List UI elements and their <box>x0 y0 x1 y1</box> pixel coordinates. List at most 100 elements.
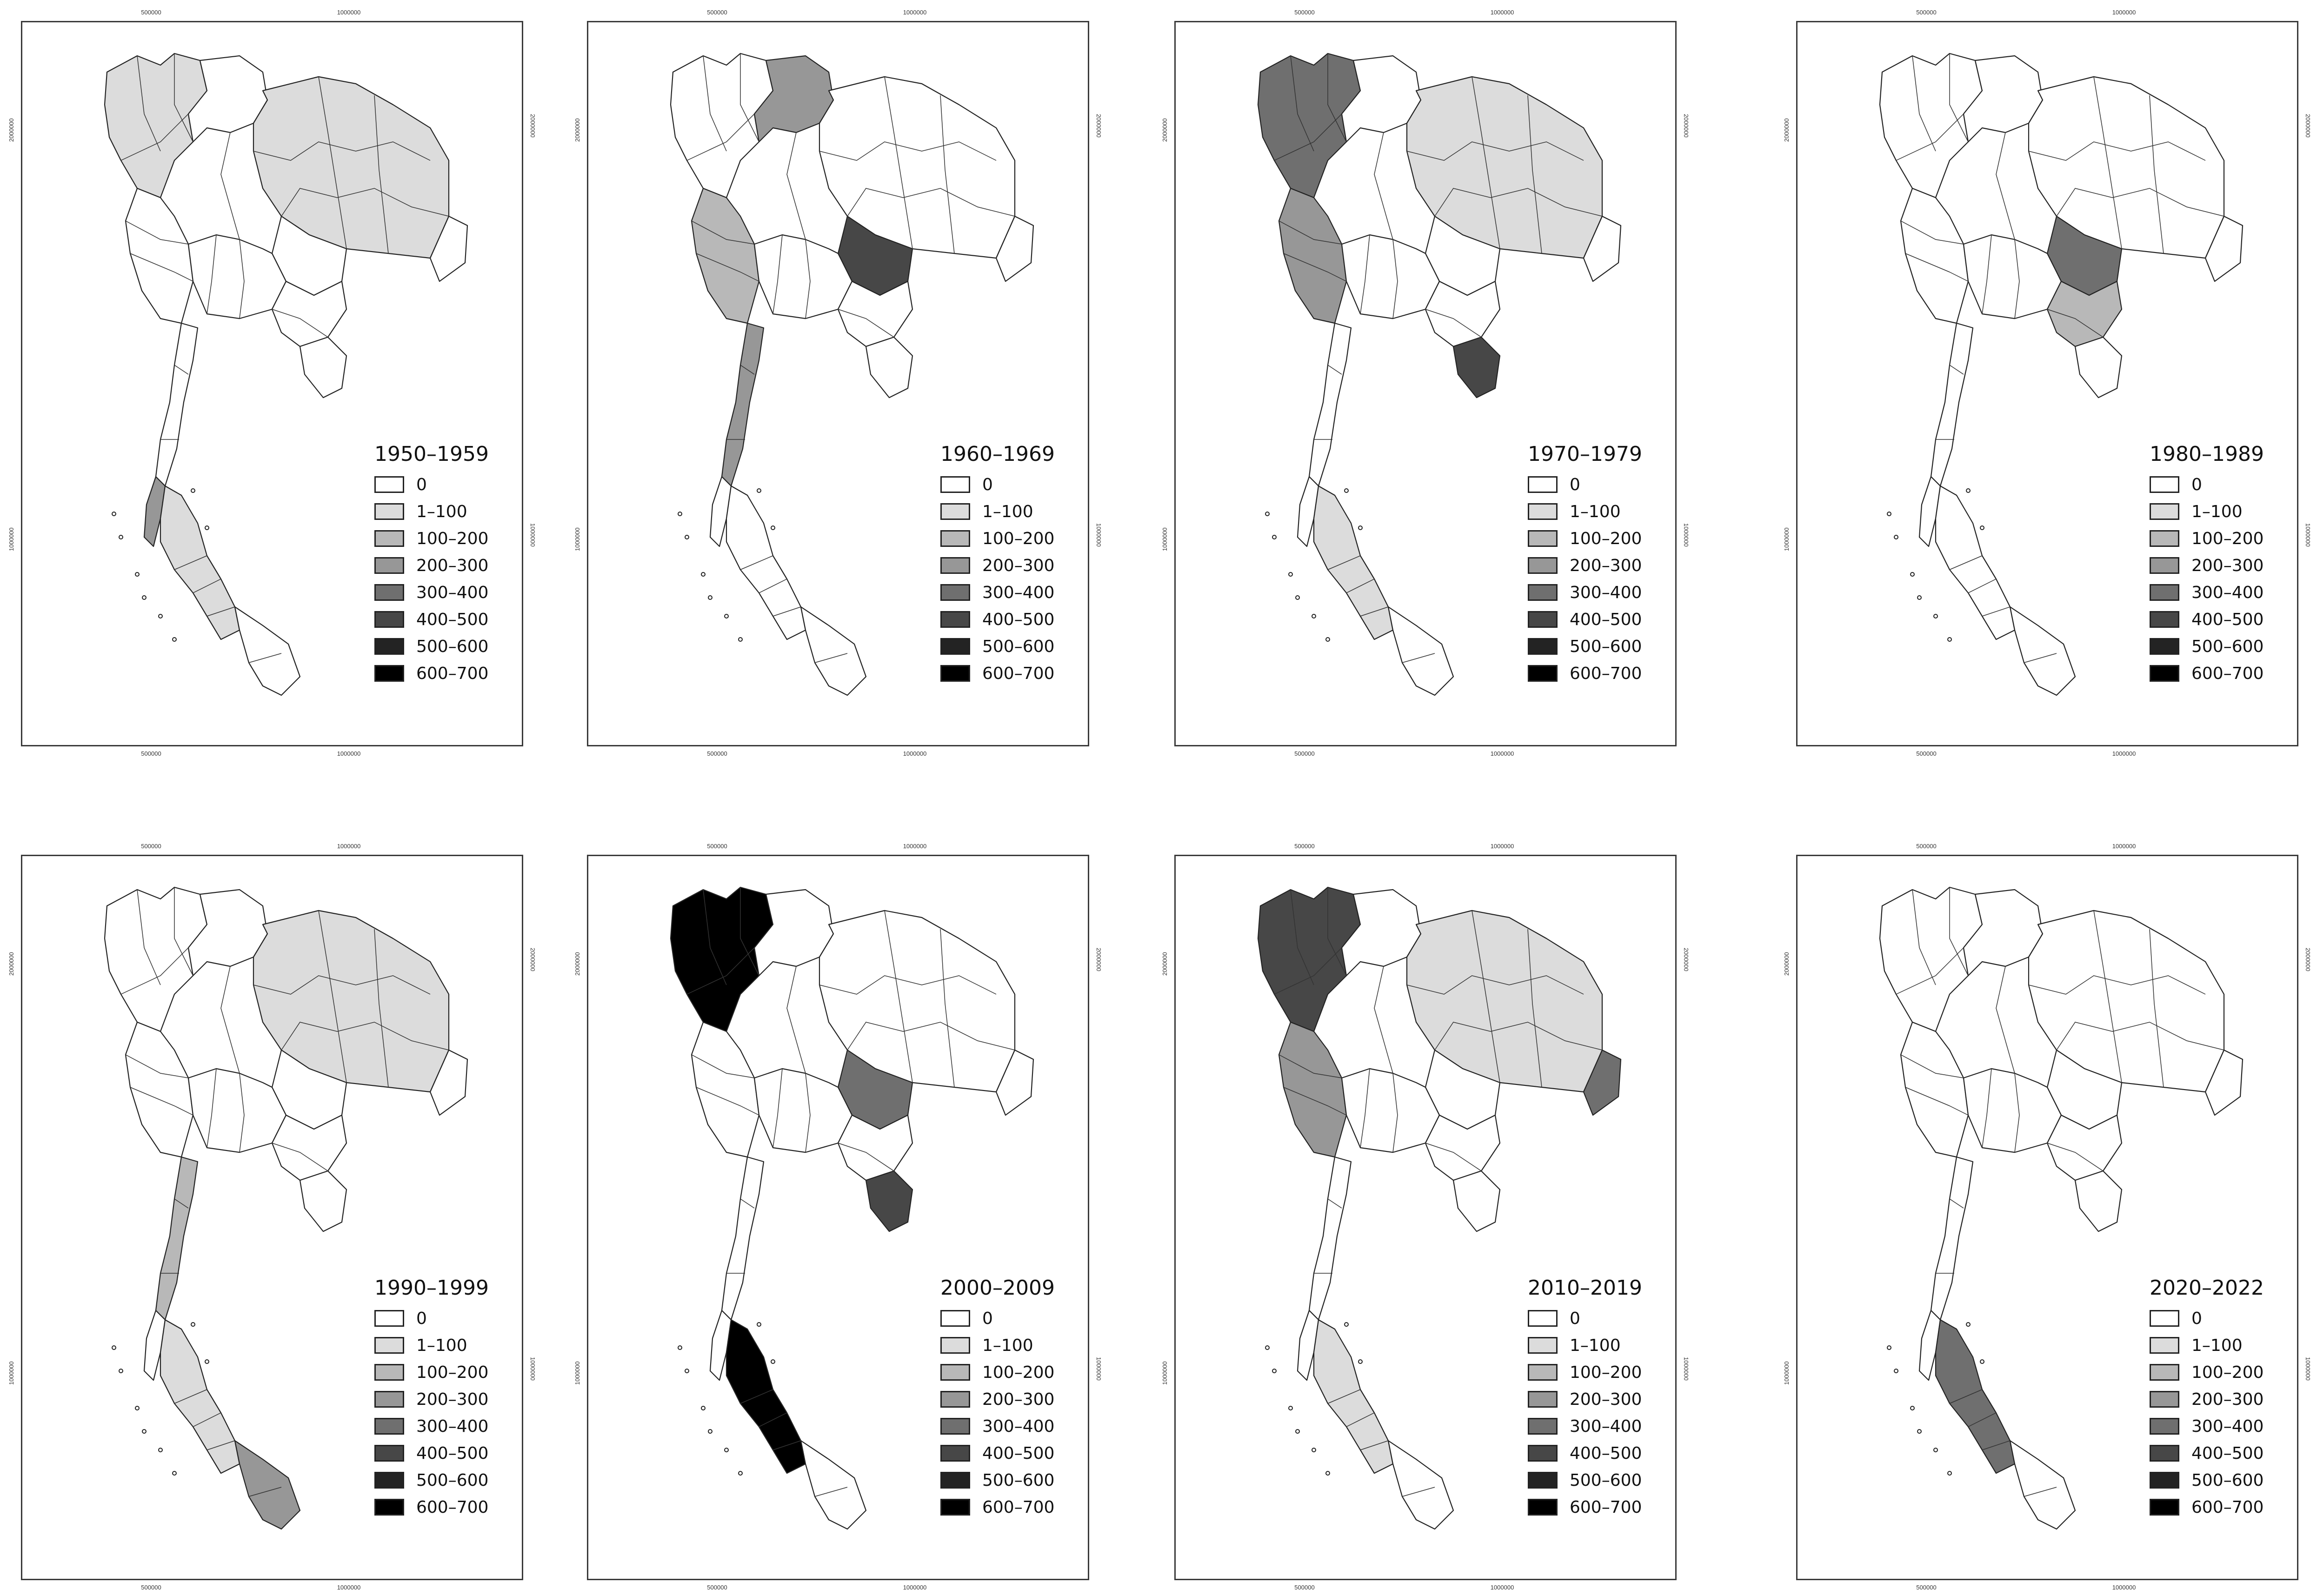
legend-swatch <box>2150 638 2179 655</box>
thailand-province-map <box>1879 886 2244 1530</box>
province-boundary <box>1327 887 1347 976</box>
province-boundary <box>838 309 894 338</box>
province-boundary <box>1283 1087 1347 1116</box>
bottom-tick-label: 1000000 <box>337 750 361 757</box>
legend-swatch <box>1528 1499 1558 1516</box>
island <box>1966 488 1971 493</box>
region-far-east <box>1583 215 1622 282</box>
legend-label: 200–300 <box>2191 1390 2264 1409</box>
island <box>142 595 146 600</box>
island <box>1894 1369 1898 1373</box>
left-tick-label: 2000000 <box>574 952 581 976</box>
right-tick-label: 2000000 <box>529 948 536 971</box>
island <box>771 525 775 530</box>
legend-swatch <box>1528 557 1558 574</box>
province-boundary <box>740 365 755 375</box>
legend-swatch <box>940 557 970 574</box>
province-boundary <box>696 1087 759 1116</box>
island <box>1325 1471 1330 1476</box>
legend-swatch <box>2150 530 2179 547</box>
legend-item: 500–600 <box>374 1467 514 1494</box>
island <box>1288 1406 1293 1410</box>
legend-item: 400–500 <box>940 606 1080 633</box>
region-far-east <box>2204 215 2244 282</box>
left-tick-label: 2000000 <box>1161 118 1168 142</box>
bottom-tick-label: 500000 <box>1294 1584 1315 1591</box>
legend-label: 600–700 <box>2191 664 2264 683</box>
top-tick-label: 500000 <box>1916 843 1937 850</box>
province-boundary <box>206 606 235 617</box>
region-isthmus <box>1930 1156 1974 1321</box>
province-boundary <box>281 188 449 217</box>
legend-label: 400–500 <box>1570 1443 1642 1463</box>
province-boundary <box>1471 910 1500 1083</box>
legend-swatch <box>374 1391 404 1408</box>
legend-label: 400–500 <box>982 1443 1055 1463</box>
island <box>1917 595 1922 600</box>
island <box>1312 614 1316 618</box>
island <box>685 535 689 539</box>
right-tick-label: 2000000 <box>2304 114 2311 138</box>
bottom-tick-label: 500000 <box>141 750 161 757</box>
province-boundary <box>1406 975 1584 995</box>
island <box>205 1359 209 1364</box>
legend-item: 300–400 <box>940 1413 1080 1440</box>
province-boundary <box>1283 253 1347 282</box>
island <box>1265 512 1270 516</box>
region-east-coast <box>2074 1170 2123 1232</box>
island <box>158 1448 163 1452</box>
legend-label: 100–200 <box>2191 529 2264 548</box>
legend-item: 100–200 <box>2150 1359 2289 1386</box>
island <box>1933 614 1938 618</box>
right-tick-label: 2000000 <box>529 114 536 138</box>
island <box>1887 1345 1891 1350</box>
island <box>1344 488 1349 493</box>
province-boundary <box>1471 76 1500 249</box>
legend-swatch <box>940 476 970 493</box>
legend-swatch <box>940 1364 970 1381</box>
province-boundary <box>1327 53 1347 142</box>
left-tick-label: 1000000 <box>1783 1361 1790 1385</box>
region-east <box>1425 280 1501 347</box>
legend-swatch <box>374 1499 404 1516</box>
province-boundary <box>1290 55 1314 152</box>
legend-swatch <box>2150 1391 2179 1408</box>
region-central <box>753 1068 853 1153</box>
region-east <box>271 1114 347 1181</box>
province-boundary <box>686 947 755 995</box>
legend-item: 100–200 <box>1528 1359 1667 1386</box>
legend-swatch <box>1528 584 1558 601</box>
legend-item: 500–600 <box>940 633 1080 660</box>
legend-swatch <box>1528 1310 1558 1327</box>
legend-title: 1980–1989 <box>2150 442 2264 466</box>
legend-item: 500–600 <box>374 633 514 660</box>
province-boundary <box>2093 76 2122 249</box>
region-isthmus <box>1308 1156 1352 1321</box>
province-boundary <box>1982 1068 1992 1148</box>
island <box>1288 572 1293 577</box>
legend-label: 1–100 <box>2191 502 2243 521</box>
region-central <box>1963 234 2062 319</box>
legend-item: 500–600 <box>1528 1467 1667 1494</box>
legend-label: 0 <box>2191 475 2202 494</box>
legend-swatch <box>1528 1472 1558 1489</box>
island <box>1980 525 1984 530</box>
province-boundary <box>1905 1087 1969 1116</box>
region-south-tip <box>1387 606 1454 696</box>
top-tick-label: 1000000 <box>337 9 361 16</box>
right-tick-label: 1000000 <box>529 1357 536 1381</box>
island <box>724 1448 729 1452</box>
legend-item: 600–700 <box>2150 660 2289 687</box>
legend-item: 400–500 <box>374 606 514 633</box>
legend-label: 200–300 <box>416 1390 489 1409</box>
region-central <box>1963 1068 2062 1153</box>
legend-item: 0 <box>940 1305 1080 1332</box>
province-boundary <box>847 1022 1015 1051</box>
thailand-province-map <box>1257 886 1622 1530</box>
legend-swatch <box>374 503 404 520</box>
legend-label: 400–500 <box>2191 610 2264 629</box>
province-boundary <box>940 95 955 254</box>
right-tick-label: 1000000 <box>1095 523 1102 547</box>
legend-item: 1–100 <box>374 498 514 525</box>
legend-item: 100–200 <box>940 1359 1080 1386</box>
